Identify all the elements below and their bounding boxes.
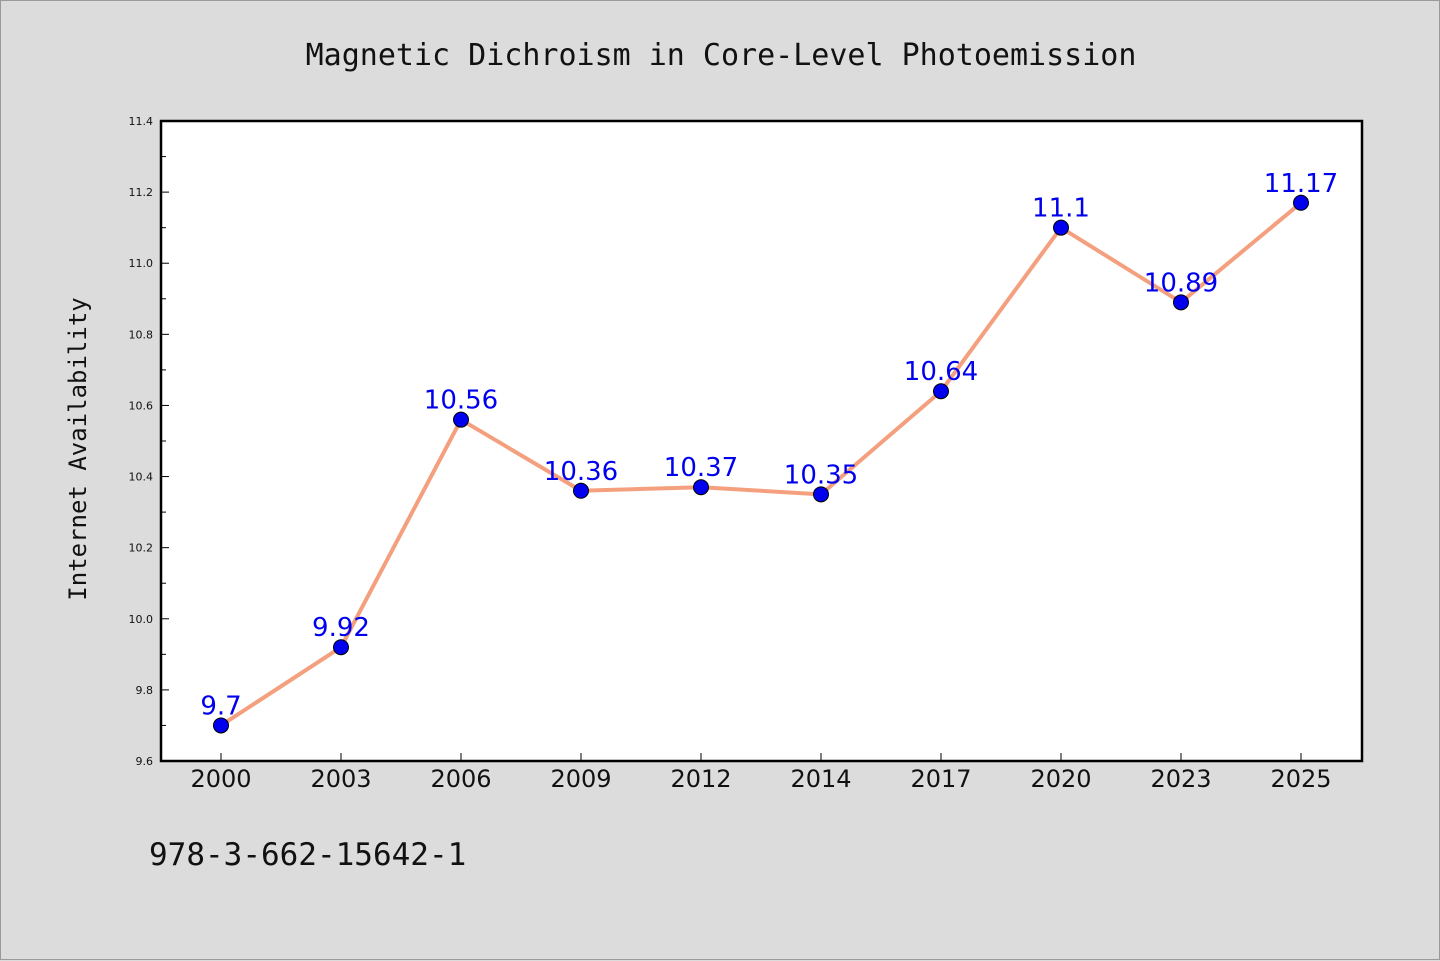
data-point xyxy=(453,411,469,428)
data-point xyxy=(693,479,709,496)
series-line xyxy=(219,200,1303,728)
data-label: 10.37 xyxy=(664,453,738,483)
y-tick-label: 9.8 xyxy=(136,684,154,697)
data-label: 10.89 xyxy=(1144,268,1218,298)
series-markers xyxy=(213,194,1309,734)
data-label: 10.64 xyxy=(904,357,978,387)
isbn-footer: 978-3-662-15642-1 xyxy=(149,837,466,873)
data-point xyxy=(573,482,589,499)
x-tick-label: 2009 xyxy=(550,765,611,793)
data-label: 9.92 xyxy=(312,613,370,643)
data-labels: 9.7 9.92 10.56 10.36 10.37 10.35 10.64 11.1 10.8… xyxy=(200,169,1338,722)
data-label: 9.7 xyxy=(200,691,241,721)
y-tick-marks xyxy=(161,120,169,762)
y-tick-label: 11.0 xyxy=(129,257,154,270)
y-tick-label: 11.4 xyxy=(129,115,154,128)
y-tick-labels: 9.6 9.8 10.0 10.2 10.4 10.6 10.8 11.0 11.2 11.4 xyxy=(129,115,154,768)
data-point xyxy=(213,717,229,734)
y-tick-label: 10.2 xyxy=(129,542,154,555)
data-label: 10.56 xyxy=(424,386,498,416)
y-tick-label: 9.6 xyxy=(136,755,154,768)
x-tick-label: 2012 xyxy=(670,765,731,793)
y-tick-label: 10.8 xyxy=(129,328,154,341)
data-point xyxy=(1293,194,1309,211)
data-point xyxy=(1173,294,1189,311)
plot-area xyxy=(159,119,1364,763)
x-tick-label: 2000 xyxy=(190,765,251,793)
chart-title: Magnetic Dichroism in Core-Level Photoem… xyxy=(306,38,1137,73)
x-tick-label: 2025 xyxy=(1270,765,1331,793)
x-tick-label: 2014 xyxy=(790,765,851,793)
y-axis-label: Internet Availability xyxy=(64,297,92,600)
series-lines xyxy=(219,200,1303,728)
data-label: 11.1 xyxy=(1032,194,1090,224)
x-tick-label: 2003 xyxy=(310,765,371,793)
data-point xyxy=(933,383,949,400)
data-point xyxy=(1053,219,1069,236)
x-tick-label: 2006 xyxy=(430,765,491,793)
y-tick-label: 10.4 xyxy=(129,471,154,484)
x-tick-label: 2020 xyxy=(1030,765,1091,793)
data-point xyxy=(333,639,349,656)
y-tick-label: 10.0 xyxy=(129,613,154,626)
x-tick-label: 2017 xyxy=(910,765,971,793)
x-tick-labels: 2000 2003 2006 2009 2012 2014 2017 2020 2023 2025 xyxy=(190,765,1331,793)
data-label: 10.35 xyxy=(784,460,858,490)
y-tick-label: 11.2 xyxy=(129,186,154,199)
data-point xyxy=(813,486,829,503)
data-label: 11.17 xyxy=(1264,169,1338,199)
y-tick-label: 10.6 xyxy=(129,399,154,412)
x-tick-marks xyxy=(220,753,1302,761)
x-tick-label: 2023 xyxy=(1150,765,1211,793)
data-label: 10.36 xyxy=(544,457,618,487)
